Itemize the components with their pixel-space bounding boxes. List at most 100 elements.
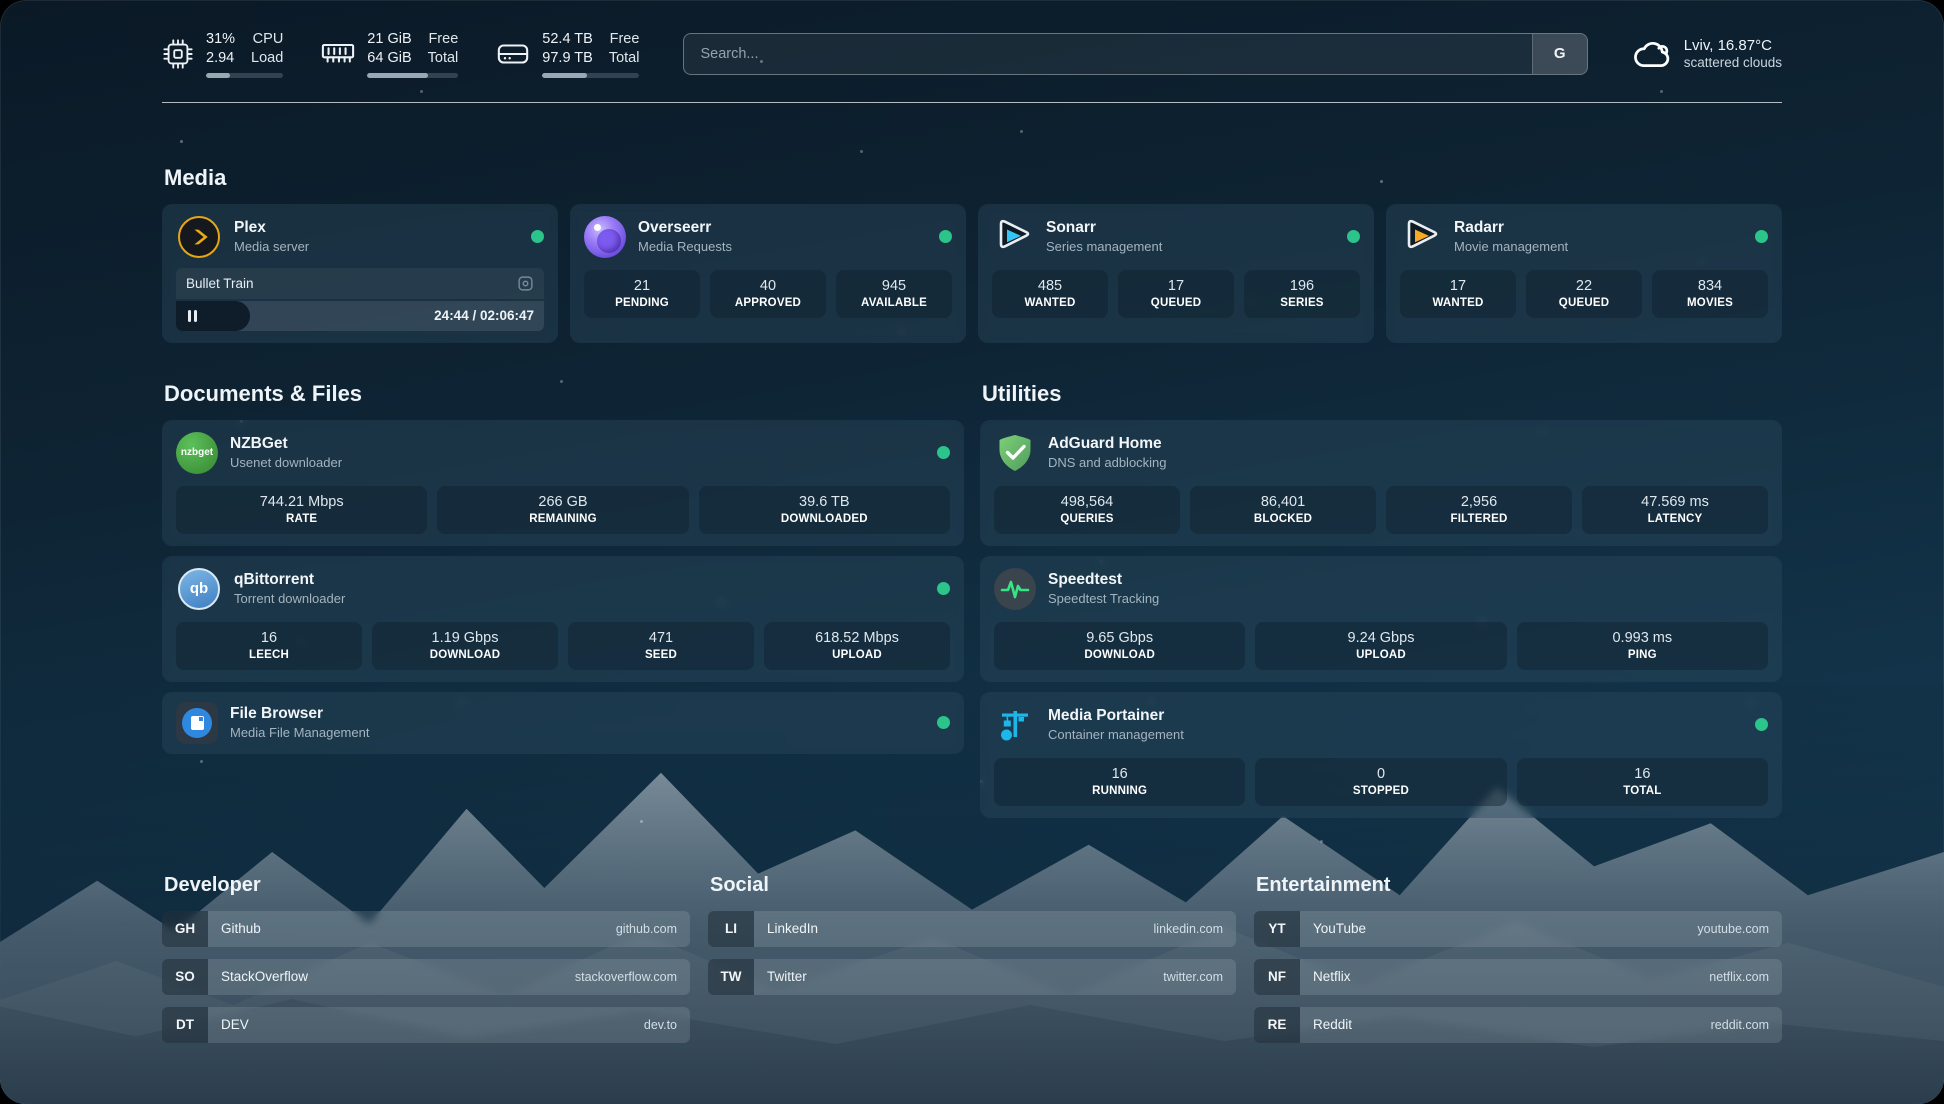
bookmark-youtube[interactable]: YT YouTube youtube.com	[1254, 910, 1782, 947]
service-card-adguard[interactable]: AdGuard Home DNS and adblocking 498,564 Q…	[980, 419, 1782, 546]
bookmark-twitter[interactable]: TW Twitter twitter.com	[708, 958, 1236, 995]
service-name: qBittorrent	[234, 571, 315, 589]
stat-box: 945 AVAILABLE	[836, 269, 952, 318]
search-input[interactable]	[684, 33, 1532, 74]
service-name: Speedtest	[1048, 571, 1123, 589]
stat-box: 498,564 QUERIES	[994, 485, 1180, 534]
bookmark-name: Twitter	[767, 969, 807, 985]
memory-total-label: Total	[427, 49, 459, 66]
memory-free-value: 21 GiB	[367, 31, 412, 47]
service-card-nzbget[interactable]: nzbget NZBGet Usenet downloader 744.21 M…	[162, 419, 964, 546]
bookmark-domain: netflix.com	[1709, 969, 1769, 984]
stat-box: 1.19 Gbps DOWNLOAD	[372, 621, 558, 670]
status-dot	[1347, 230, 1360, 244]
bookmark-domain: youtube.com	[1697, 921, 1769, 936]
service-card-speedtest[interactable]: Speedtest Speedtest Tracking 9.65 Gbps DO…	[980, 555, 1782, 682]
service-card-qbittorrent[interactable]: qb qBittorrent Torrent downloader 16 LEEC…	[162, 555, 964, 682]
status-dot	[937, 582, 950, 596]
snow-specks	[0, 0, 3, 3]
radarr-icon	[1400, 216, 1442, 258]
service-card-sonarr[interactable]: Sonarr Series management 485 WANTED 17 QUE…	[978, 203, 1374, 343]
memory-total-value: 64 GiB	[367, 49, 412, 66]
bookmark-domain: stackoverflow.com	[574, 969, 677, 984]
bookmark-group-developer: Developer GH Github github.com SO StackO…	[162, 874, 690, 1055]
portainer-icon	[994, 704, 1036, 746]
bookmark-abbr: LI	[708, 910, 754, 947]
bookmark-linkedin[interactable]: LI LinkedIn linkedin.com	[708, 910, 1236, 947]
service-card-plex[interactable]: Plex Media server Bullet Train	[162, 203, 558, 343]
stat-box: 39.6 TB DOWNLOADED	[698, 485, 950, 534]
stat-box: 21 PENDING	[584, 269, 700, 318]
cloud-icon	[1632, 37, 1672, 71]
bookmark-domain: twitter.com	[1163, 969, 1223, 984]
bookmark-abbr: YT	[1254, 910, 1300, 947]
disk-widget: 52.4 TB 97.9 TB Free Total	[496, 30, 640, 78]
plex-now-playing: Bullet Train 24:44 / 02:06:	[176, 267, 544, 331]
bookmark-name: Reddit	[1313, 1017, 1353, 1033]
cpu-progress-bar	[206, 72, 284, 78]
service-card-filebrowser[interactable]: File Browser Media File Management	[162, 691, 964, 754]
service-card-portainer[interactable]: Media Portainer Container management 16 R…	[980, 691, 1782, 818]
bookmark-abbr: NF	[1254, 958, 1300, 995]
stream-title: Bullet Train	[186, 275, 254, 291]
stat-box: 0 STOPPED	[1255, 757, 1507, 806]
overseerr-icon	[584, 215, 626, 258]
service-name: Radarr	[1454, 219, 1504, 237]
section-title-documents: Documents & Files	[164, 380, 363, 406]
cpu-load-label: Load	[251, 49, 284, 66]
status-dot	[1755, 230, 1768, 244]
bookmark-name: Github	[221, 921, 261, 937]
stat-box: 16 TOTAL	[1516, 757, 1768, 806]
bookmark-abbr: DT	[162, 1006, 208, 1043]
stat-box: 618.52 Mbps UPLOAD	[764, 621, 950, 670]
status-dot	[1755, 718, 1768, 732]
bookmark-github[interactable]: GH Github github.com	[162, 910, 690, 947]
stat-box: 2,956 FILTERED	[1386, 485, 1572, 534]
stat-box: 9.24 Gbps UPLOAD	[1255, 621, 1507, 670]
search-bar: G	[683, 32, 1588, 75]
service-card-overseerr[interactable]: Overseerr Media Requests 21 PENDING 40 APP…	[570, 203, 966, 343]
bookmark-domain: linkedin.com	[1153, 921, 1223, 936]
service-description: Series management	[1046, 239, 1163, 255]
stat-box: 17 QUEUED	[1118, 269, 1234, 318]
memory-widget: 21 GiB 64 GiB Free Total	[321, 30, 459, 78]
service-card-radarr[interactable]: Radarr Movie management 17 WANTED 22 QUEUE…	[1386, 203, 1782, 343]
disk-total-label: Total	[608, 49, 640, 66]
service-description: Media Requests	[638, 239, 732, 255]
bookmark-group-title: Developer	[164, 873, 261, 896]
bookmark-stackoverflow[interactable]: SO StackOverflow stackoverflow.com	[162, 958, 690, 995]
adguard-icon	[994, 432, 1036, 474]
service-description: Movie management	[1454, 239, 1569, 255]
disk-free-label: Free	[609, 31, 640, 47]
stat-box: 485 WANTED	[992, 269, 1108, 318]
bookmark-netflix[interactable]: NF Netflix netflix.com	[1254, 958, 1782, 995]
disk-free-value: 52.4 TB	[542, 31, 593, 47]
service-description: Container management	[1048, 727, 1184, 743]
bookmark-reddit[interactable]: RE Reddit reddit.com	[1254, 1006, 1782, 1043]
stat-box: 0.993 ms PING	[1516, 621, 1768, 670]
disk-total-value: 97.9 TB	[542, 49, 593, 66]
service-name: File Browser	[230, 705, 324, 723]
bookmark-dev[interactable]: DT DEV dev.to	[162, 1006, 690, 1043]
search-provider-button[interactable]: G	[1531, 33, 1587, 74]
service-description: Media File Management	[230, 725, 370, 741]
bookmark-abbr: GH	[162, 910, 208, 947]
stat-box: 744.21 Mbps RATE	[176, 485, 428, 534]
bookmark-domain: github.com	[615, 921, 677, 936]
cpu-usage-label: CPU	[252, 31, 284, 47]
memory-progress-bar	[367, 72, 459, 78]
weather-condition: scattered clouds	[1683, 55, 1782, 71]
service-description: Media server	[234, 239, 310, 255]
bookmark-abbr: SO	[162, 958, 208, 995]
top-bar: 31% 2.94 CPU Load	[0, 0, 1944, 78]
bookmark-name: LinkedIn	[767, 921, 819, 937]
service-name: Plex	[234, 219, 266, 237]
stream-time: 24:44 / 02:06:47	[434, 308, 534, 324]
pause-icon	[188, 309, 197, 322]
status-dot	[531, 230, 544, 244]
service-name: NZBGet	[230, 435, 288, 453]
memory-icon	[321, 40, 355, 67]
filebrowser-icon	[176, 701, 218, 744]
bookmark-domain: reddit.com	[1710, 1017, 1769, 1032]
bookmark-name: StackOverflow	[221, 969, 309, 985]
